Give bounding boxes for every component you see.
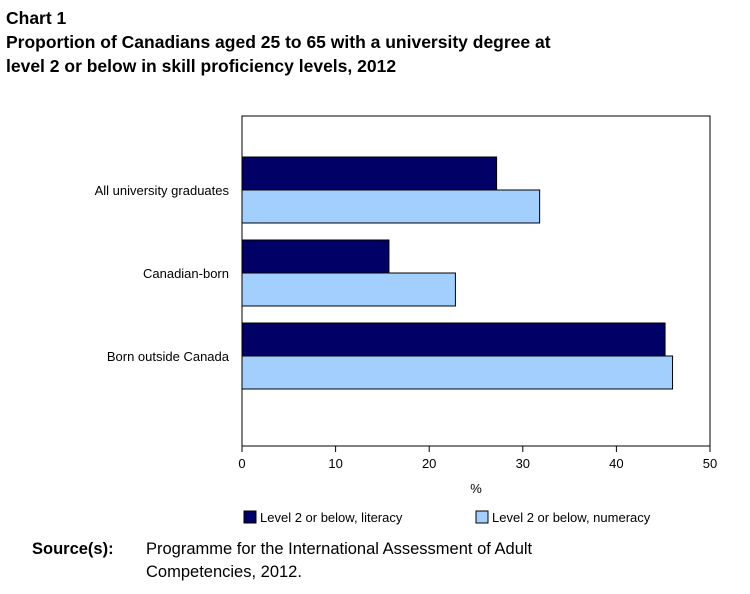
legend-swatch-literacy: [243, 510, 257, 524]
bar-numeracy-1: [241, 272, 456, 307]
chart-title-line-2: level 2 or below in skill proficiency le…: [6, 56, 397, 76]
source-label: Source(s):: [32, 540, 114, 558]
bar-literacy-1: [241, 239, 390, 274]
bar-numeracy-0: [241, 189, 541, 224]
bar-chart: All university graduates Canadian-born Bor…: [95, 115, 717, 525]
bar-literacy-0: [241, 156, 498, 191]
x-tick-label: 40: [609, 456, 623, 471]
category-label: All university graduates: [95, 183, 230, 198]
x-tick-label: 30: [516, 456, 530, 471]
category-label: Born outside Canada: [107, 349, 230, 364]
legend-label-numeracy: Level 2 or below, numeracy: [492, 510, 651, 525]
x-tick-label: 0: [238, 456, 245, 471]
x-tick-label: 50: [703, 456, 717, 471]
source-note: Source(s): Programme for the Internation…: [32, 538, 616, 584]
x-tick-label: 20: [422, 456, 436, 471]
bar-literacy-2: [241, 322, 666, 357]
legend-label-literacy: Level 2 or below, literacy: [260, 510, 403, 525]
x-tick-label: 10: [328, 456, 342, 471]
chart-title-line-1: Proportion of Canadians aged 25 to 65 wi…: [6, 32, 551, 52]
legend-swatch-numeracy: [475, 510, 489, 524]
chart-title-block: Chart 1 Proportion of Canadians aged 25 …: [6, 6, 746, 78]
source-text: Programme for the International Assessme…: [146, 540, 533, 581]
x-axis-label: %: [470, 481, 482, 496]
chart-number: Chart 1: [6, 8, 67, 28]
bar-numeracy-2: [241, 355, 674, 390]
category-label: Canadian-born: [143, 266, 229, 281]
